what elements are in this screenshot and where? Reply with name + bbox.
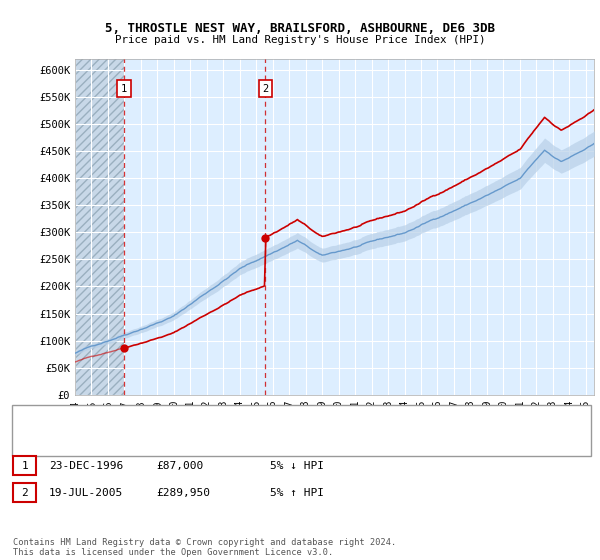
Text: HPI: Average price, detached house, Derbyshire Dales: HPI: Average price, detached house, Derb… [57, 439, 356, 448]
Text: 5, THROSTLE NEST WAY, BRAILSFORD, ASHBOURNE, DE6 3DB: 5, THROSTLE NEST WAY, BRAILSFORD, ASHBOU… [105, 22, 495, 35]
Text: 23-DEC-1996: 23-DEC-1996 [49, 461, 124, 471]
Text: 1: 1 [21, 461, 28, 471]
Text: 5% ↓ HPI: 5% ↓ HPI [270, 461, 324, 471]
Text: Contains HM Land Registry data © Crown copyright and database right 2024.
This d: Contains HM Land Registry data © Crown c… [13, 538, 397, 557]
Text: 19-JUL-2005: 19-JUL-2005 [49, 488, 124, 498]
Text: 2: 2 [262, 83, 268, 94]
Text: 1: 1 [121, 83, 127, 94]
Text: Price paid vs. HM Land Registry's House Price Index (HPI): Price paid vs. HM Land Registry's House … [115, 35, 485, 45]
Text: ——: —— [24, 437, 41, 450]
Text: £289,950: £289,950 [156, 488, 210, 498]
Bar [75, 59, 124, 395]
Text: £87,000: £87,000 [156, 461, 203, 471]
Text: ——: —— [24, 412, 41, 426]
Text: 2: 2 [21, 488, 28, 498]
Text: 5, THROSTLE NEST WAY, BRAILSFORD, ASHBOURNE, DE6 3DB (detached house): 5, THROSTLE NEST WAY, BRAILSFORD, ASHBOU… [57, 414, 454, 423]
Text: 5% ↑ HPI: 5% ↑ HPI [270, 488, 324, 498]
